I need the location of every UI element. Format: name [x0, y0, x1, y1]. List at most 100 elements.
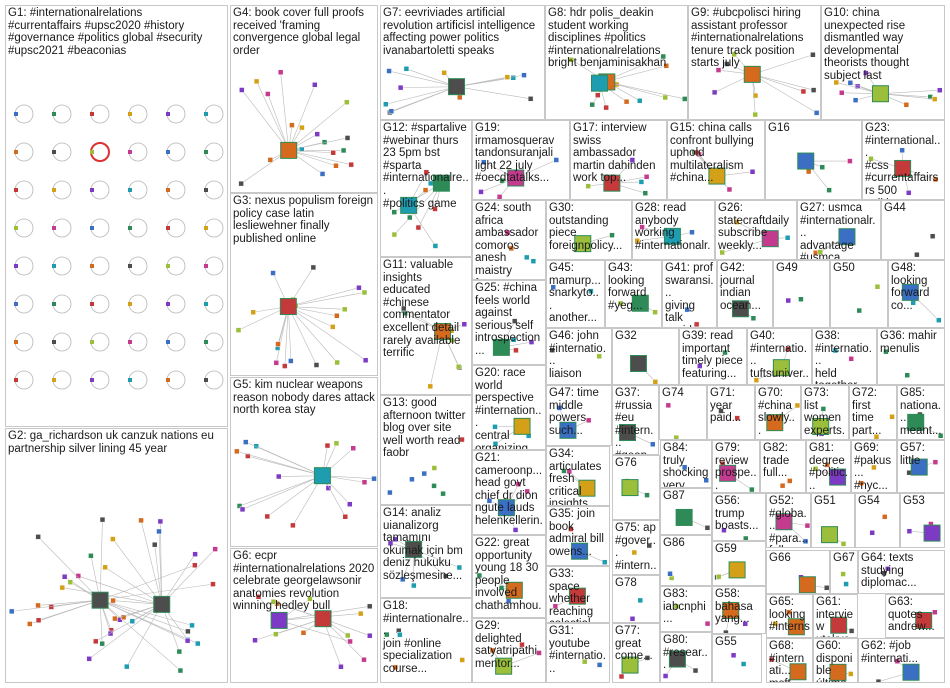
group-label: G16: [768, 122, 790, 134]
group-label: G46: john #internatio... liaison: [549, 330, 606, 380]
group-cell-g56: G56: trump boasts...: [712, 493, 766, 541]
group-network-art: [478, 157, 560, 199]
group-cell-g57: G57: little: [897, 440, 945, 493]
group-cell-g65: G65: looking #interns...: [766, 594, 813, 638]
group-label: G6: ecpr #internationalrelations 2020 ce…: [233, 550, 375, 613]
group-cell-g54: G54: [855, 493, 900, 548]
group-network-art: [621, 478, 650, 498]
group-cell-g19: G19: irmamosquerav tandonsuranjali light…: [472, 120, 570, 200]
group-cell-g14: G14: analiz uianalizorg tamamını okumak …: [380, 505, 472, 598]
group-network-art: [552, 587, 586, 609]
group-network-art: [618, 655, 651, 680]
group-cell-g71: G71: year paid...: [707, 385, 755, 440]
group-cell-g51: G51: [811, 493, 855, 548]
group-network-art: [568, 526, 608, 565]
group-label: G78: [615, 577, 637, 589]
group-network-art: [238, 69, 354, 187]
group-label: G43: looking forward #yeg...: [608, 262, 647, 312]
group-network-art: [665, 402, 680, 439]
group-label: G63: quotes andrew...: [888, 596, 935, 634]
group-cell-g23: G23: #international... #css #currentaffa…: [862, 120, 945, 200]
group-network-art: [634, 224, 695, 245]
group-network-art: [667, 571, 675, 581]
group-network-art: [549, 347, 602, 360]
group-label: G56: trump boasts...: [715, 495, 759, 533]
group-network-art: [673, 603, 711, 627]
group-cell-g6: G6: ecpr #internationalrelations 2020 ce…: [230, 548, 378, 683]
group-cell-g79: G79: review prospe...: [712, 440, 760, 493]
group-network-art: [697, 349, 728, 369]
group-label: G2: ga_richardson uk canzuk nations eu p…: [8, 430, 214, 455]
group-network-art: [906, 458, 939, 476]
group-label: G77: great come...: [615, 625, 653, 663]
group-network-art: [840, 571, 849, 587]
group-label: G29: delighted satyatripathi mentor...: [475, 620, 538, 670]
group-label: G58: bahasa yang...: [715, 588, 753, 626]
group-network-art: [711, 51, 820, 118]
group-cell-g18: G18: #internationalre... join #online sp…: [380, 598, 472, 683]
group-label: G50: [833, 262, 855, 274]
group-cell-g15: G15: china calls confront bullying uphol…: [667, 120, 765, 200]
group-network-art: [812, 228, 856, 256]
group-label: G42: journal indian ocean...: [720, 262, 761, 312]
group-label: G72: first time part...: [852, 387, 882, 437]
group-cell-g41: G41: prof swaransi... giving talk covid …: [662, 260, 717, 328]
group-label: G55: [715, 636, 737, 648]
group-network-art: [492, 417, 532, 447]
group-label: G22: great opportunity young 18 30 peopl…: [475, 537, 542, 617]
group-label: G40: #internatio... tuftsuniver...: [750, 330, 809, 384]
group-network-art: [585, 157, 650, 196]
group-label: G73: list women experts...: [804, 387, 845, 439]
group-label: G36: mahir menulis: [880, 330, 937, 355]
group-label: G71: year paid...: [710, 387, 742, 425]
group-cell-g60: G60: disponible último...: [813, 638, 858, 683]
group-label: G13: good afternoon twitter blog over si…: [383, 397, 466, 460]
group-cell-g64: G64: texts studying diplomac...: [858, 550, 945, 594]
group-label: G57: little: [900, 442, 925, 467]
group-cell-g69: G69: #pakus... #nyc...: [851, 440, 897, 493]
group-label: G51: [814, 495, 836, 507]
group-cell-g87: G87: [660, 488, 712, 535]
group-network-art: [550, 284, 594, 294]
group-label: G5: kim nuclear weapons reason nobody da…: [233, 379, 375, 417]
group-label: G14: analiz uianalizorg tamamını okumak …: [383, 507, 463, 582]
group-network-art: [768, 656, 807, 681]
group-cell-g40: G40: #internatio... tuftsuniver...: [747, 328, 812, 385]
group-network-art: [504, 229, 537, 264]
group-cell-g38: G38: #internatio... held together...: [812, 328, 877, 385]
group-cell-g68: G68: #internati... msft...: [766, 638, 813, 683]
group-label: G44: [884, 202, 906, 214]
group-cell-g1: G1: #internationalrelations #currentaffa…: [5, 5, 228, 427]
group-cell-g83: G83: iabcnphi...: [660, 586, 712, 632]
group-network-art: [797, 152, 853, 193]
group-cell-g22: G22: great opportunity young 18 30 peopl…: [472, 535, 546, 618]
group-label: G34: articulates fresh critical insights…: [549, 448, 602, 506]
group-label: G68: #internati... msft...: [769, 640, 805, 682]
group-network-art: [719, 219, 791, 256]
group-label: G19: irmamosquerav tandonsuranjali light…: [475, 122, 555, 185]
group-network-art: [873, 414, 895, 439]
group-label: G64: texts studying diplomac...: [861, 552, 917, 590]
group-label: G17: interview swiss ambassador martin d…: [573, 122, 656, 185]
group-network-art: [830, 616, 855, 634]
group-cell-g70: G70: #china slowly...: [755, 385, 801, 440]
group-network-art: [617, 294, 658, 315]
group-network-art: [401, 305, 468, 390]
group-cell-g44: G44: [881, 200, 945, 260]
group-label: G86: [663, 537, 685, 549]
group-label: G79: review prospe...: [715, 442, 757, 492]
group-network-art: [387, 536, 463, 589]
group-cell-g58: G58: bahasa yang...: [712, 586, 766, 634]
group-label: G32: [615, 330, 637, 342]
group-label: G38: #internatio... held together...: [815, 330, 872, 384]
group-cell-g45: G45: mamurp... snarkyto... another...: [546, 260, 605, 328]
group-cell-g39: G39: read important timely piece featuri…: [679, 328, 747, 385]
group-network-art: [568, 53, 687, 111]
group-network-art: [675, 508, 711, 531]
group-label: G76: [615, 457, 637, 469]
group-cell-g61: G61: interview utokyo...: [813, 594, 858, 638]
group-network-art: [486, 481, 530, 533]
group-label: G70: #china slowly...: [758, 387, 795, 437]
group-cell-g47: G47: time middle powers such...: [546, 385, 612, 446]
